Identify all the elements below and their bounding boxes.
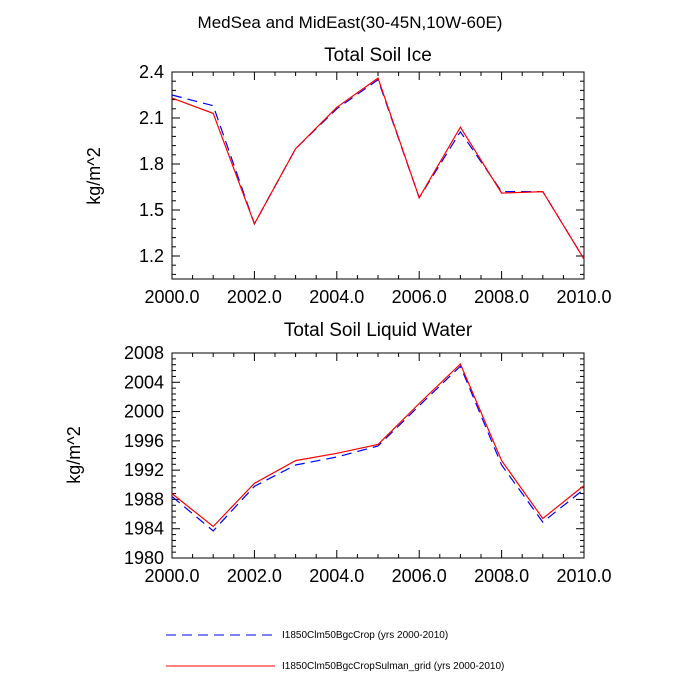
panel-title-soil-liquid-water: Total Soil Liquid Water (284, 320, 473, 341)
x-tick-label: 2000.0 (144, 566, 199, 586)
y-tick-label: 1988 (124, 489, 164, 509)
y-tick-label: 2.4 (139, 62, 164, 82)
y-tick-label: 2000 (124, 402, 164, 422)
x-tick-label: 2008.0 (474, 287, 529, 307)
y-tick-label: 2008 (124, 343, 164, 363)
x-tick-label: 2006.0 (392, 566, 447, 586)
y-tick-label: 1996 (124, 431, 164, 451)
chart-legend: I1850Clm50BgcCrop (yrs 2000-2010) I1850C… (166, 630, 504, 672)
chart-panel-soil-liquid-water: Total Soil Liquid Water kg/m^2 2000.0 200… (64, 320, 612, 586)
plot-frame-soil-liquid-water (171, 352, 585, 559)
figure-suptitle: MedSea and MidEast(30-45N,10W-60E) (198, 13, 503, 32)
y-tick-label: 1.5 (139, 200, 164, 220)
x-tick-label: 2010.0 (556, 287, 611, 307)
x-tick-label: 2004.0 (309, 566, 364, 586)
legend-label-1: I1850Clm50BgcCropSulman_grid (yrs 2000-2… (282, 661, 504, 672)
series-line-bgccrop-soil-liquid-water (171, 365, 585, 532)
x-tick-label: 2010.0 (556, 566, 611, 586)
y-axis-label-soil-ice: kg/m^2 (84, 147, 104, 204)
y-tick-label: 1992 (124, 460, 164, 480)
y-tick-label: 2.1 (139, 108, 164, 128)
x-tick-label: 2004.0 (309, 287, 364, 307)
y-tick-label: 1984 (124, 519, 164, 539)
series-line-sulman-grid-soil-ice (171, 77, 585, 260)
y-tick-label: 1980 (124, 548, 164, 568)
x-tick-label: 2008.0 (474, 566, 529, 586)
plot-frame-soil-ice (171, 71, 585, 280)
x-tick-label: 2002.0 (227, 566, 282, 586)
panel-title-soil-ice: Total Soil Ice (324, 45, 432, 66)
y-tick-label: 1.8 (139, 154, 164, 174)
x-tick-label: 2002.0 (227, 287, 282, 307)
x-tick-label: 2006.0 (392, 287, 447, 307)
y-tick-label: 1.2 (139, 246, 164, 266)
y-axis-label-soil-liquid-water: kg/m^2 (64, 426, 84, 483)
y-tick-label: 2004 (124, 372, 164, 392)
x-tick-label: 2000.0 (144, 287, 199, 307)
series-line-sulman-grid-soil-liquid-water (171, 362, 585, 528)
legend-label-0: I1850Clm50BgcCrop (yrs 2000-2010) (282, 630, 448, 641)
chart-panel-soil-ice: Total Soil Ice kg/m^2 2000.0 2002.0 2004.0… (84, 45, 612, 307)
